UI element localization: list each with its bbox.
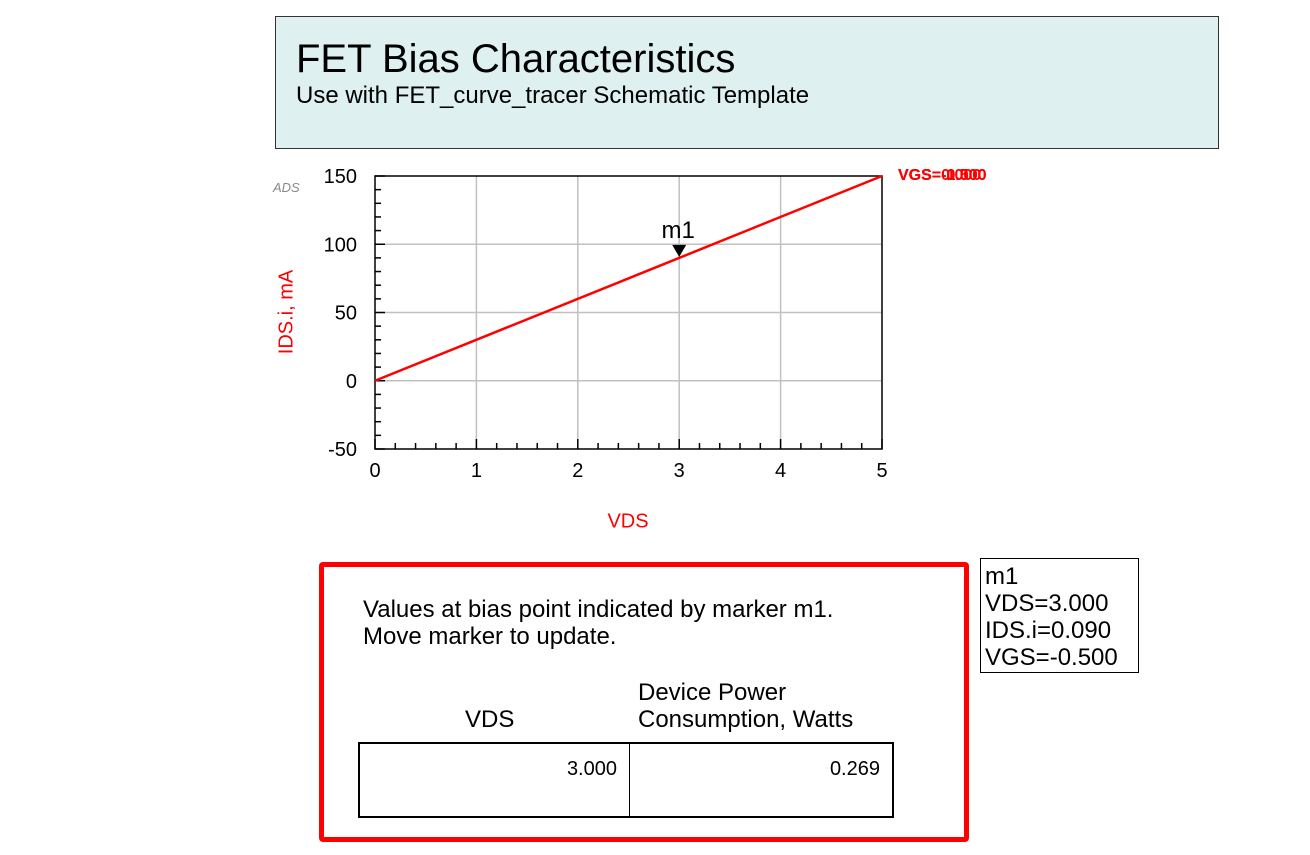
- vgs-label: VGS=0.000: [898, 167, 982, 184]
- note-line-1: Values at bias point indicated by marker…: [363, 596, 834, 623]
- marker-readout-name: m1: [985, 563, 1019, 590]
- series-line: [374, 174, 883, 382]
- bias-point-note: Values at bias point indicated by marker…: [363, 596, 833, 650]
- marker-readout-vgs: VGS=-0.500: [985, 644, 1118, 671]
- vds-column-header: VDS: [465, 706, 515, 733]
- y-tick-label: 50: [335, 303, 357, 325]
- page-subtitle: Use with FET_curve_tracer Schematic Temp…: [296, 82, 810, 109]
- marker-readout-ids: IDS.i=0.090: [985, 617, 1112, 644]
- y-tick-label: 0: [346, 371, 357, 393]
- title-banner: FET Bias Characteristics Use with FET_cu…: [275, 16, 1219, 149]
- x-tick-label: 2: [572, 460, 583, 482]
- iv-plot[interactable]: 0 1 2 3 4 5 150 100 50 0 -50 m1: [260, 160, 900, 500]
- x-tick-label: 5: [876, 460, 887, 482]
- vds-value: 3.000: [566, 758, 617, 780]
- marker-readout-vds: VDS=3.000: [985, 590, 1109, 617]
- x-axis-label: VDS: [607, 510, 649, 533]
- bias-point-panel: [319, 562, 969, 842]
- marker-triangle: [672, 244, 687, 257]
- y-tick-label: -50: [328, 439, 357, 461]
- note-line-2: Move marker to update.: [363, 623, 617, 650]
- y-tick-label: 150: [324, 166, 357, 188]
- vgs-label: VGS=-1.000: [898, 167, 987, 184]
- vgs-label: VGS=-0.500: [898, 167, 987, 184]
- y-tick-label: 100: [324, 234, 357, 256]
- ads-logo: ADS: [273, 180, 300, 195]
- y-axis-label: IDS.i, mA: [275, 269, 298, 355]
- power-column-header: Device Power Consumption, Watts: [638, 679, 853, 733]
- table-cell-power: 0.269: [630, 744, 892, 816]
- page-title: FET Bias Characteristics: [296, 37, 736, 81]
- power-value: 0.269: [829, 758, 880, 780]
- x-tick-label: 0: [369, 460, 380, 482]
- x-tick-label: 1: [471, 460, 482, 482]
- bias-values-table: 3.000 0.269: [358, 742, 894, 818]
- power-header-line-2: Consumption, Watts: [638, 706, 854, 733]
- x-tick-label: 3: [674, 460, 685, 482]
- power-header-line-1: Device Power: [638, 679, 787, 706]
- x-tick-label: 4: [775, 460, 786, 482]
- marker-label: m1: [662, 217, 695, 244]
- marker-readout-box[interactable]: m1 VDS=3.000 IDS.i=0.090 VGS=-0.500: [980, 558, 1139, 673]
- table-cell-vds: 3.000: [360, 744, 630, 816]
